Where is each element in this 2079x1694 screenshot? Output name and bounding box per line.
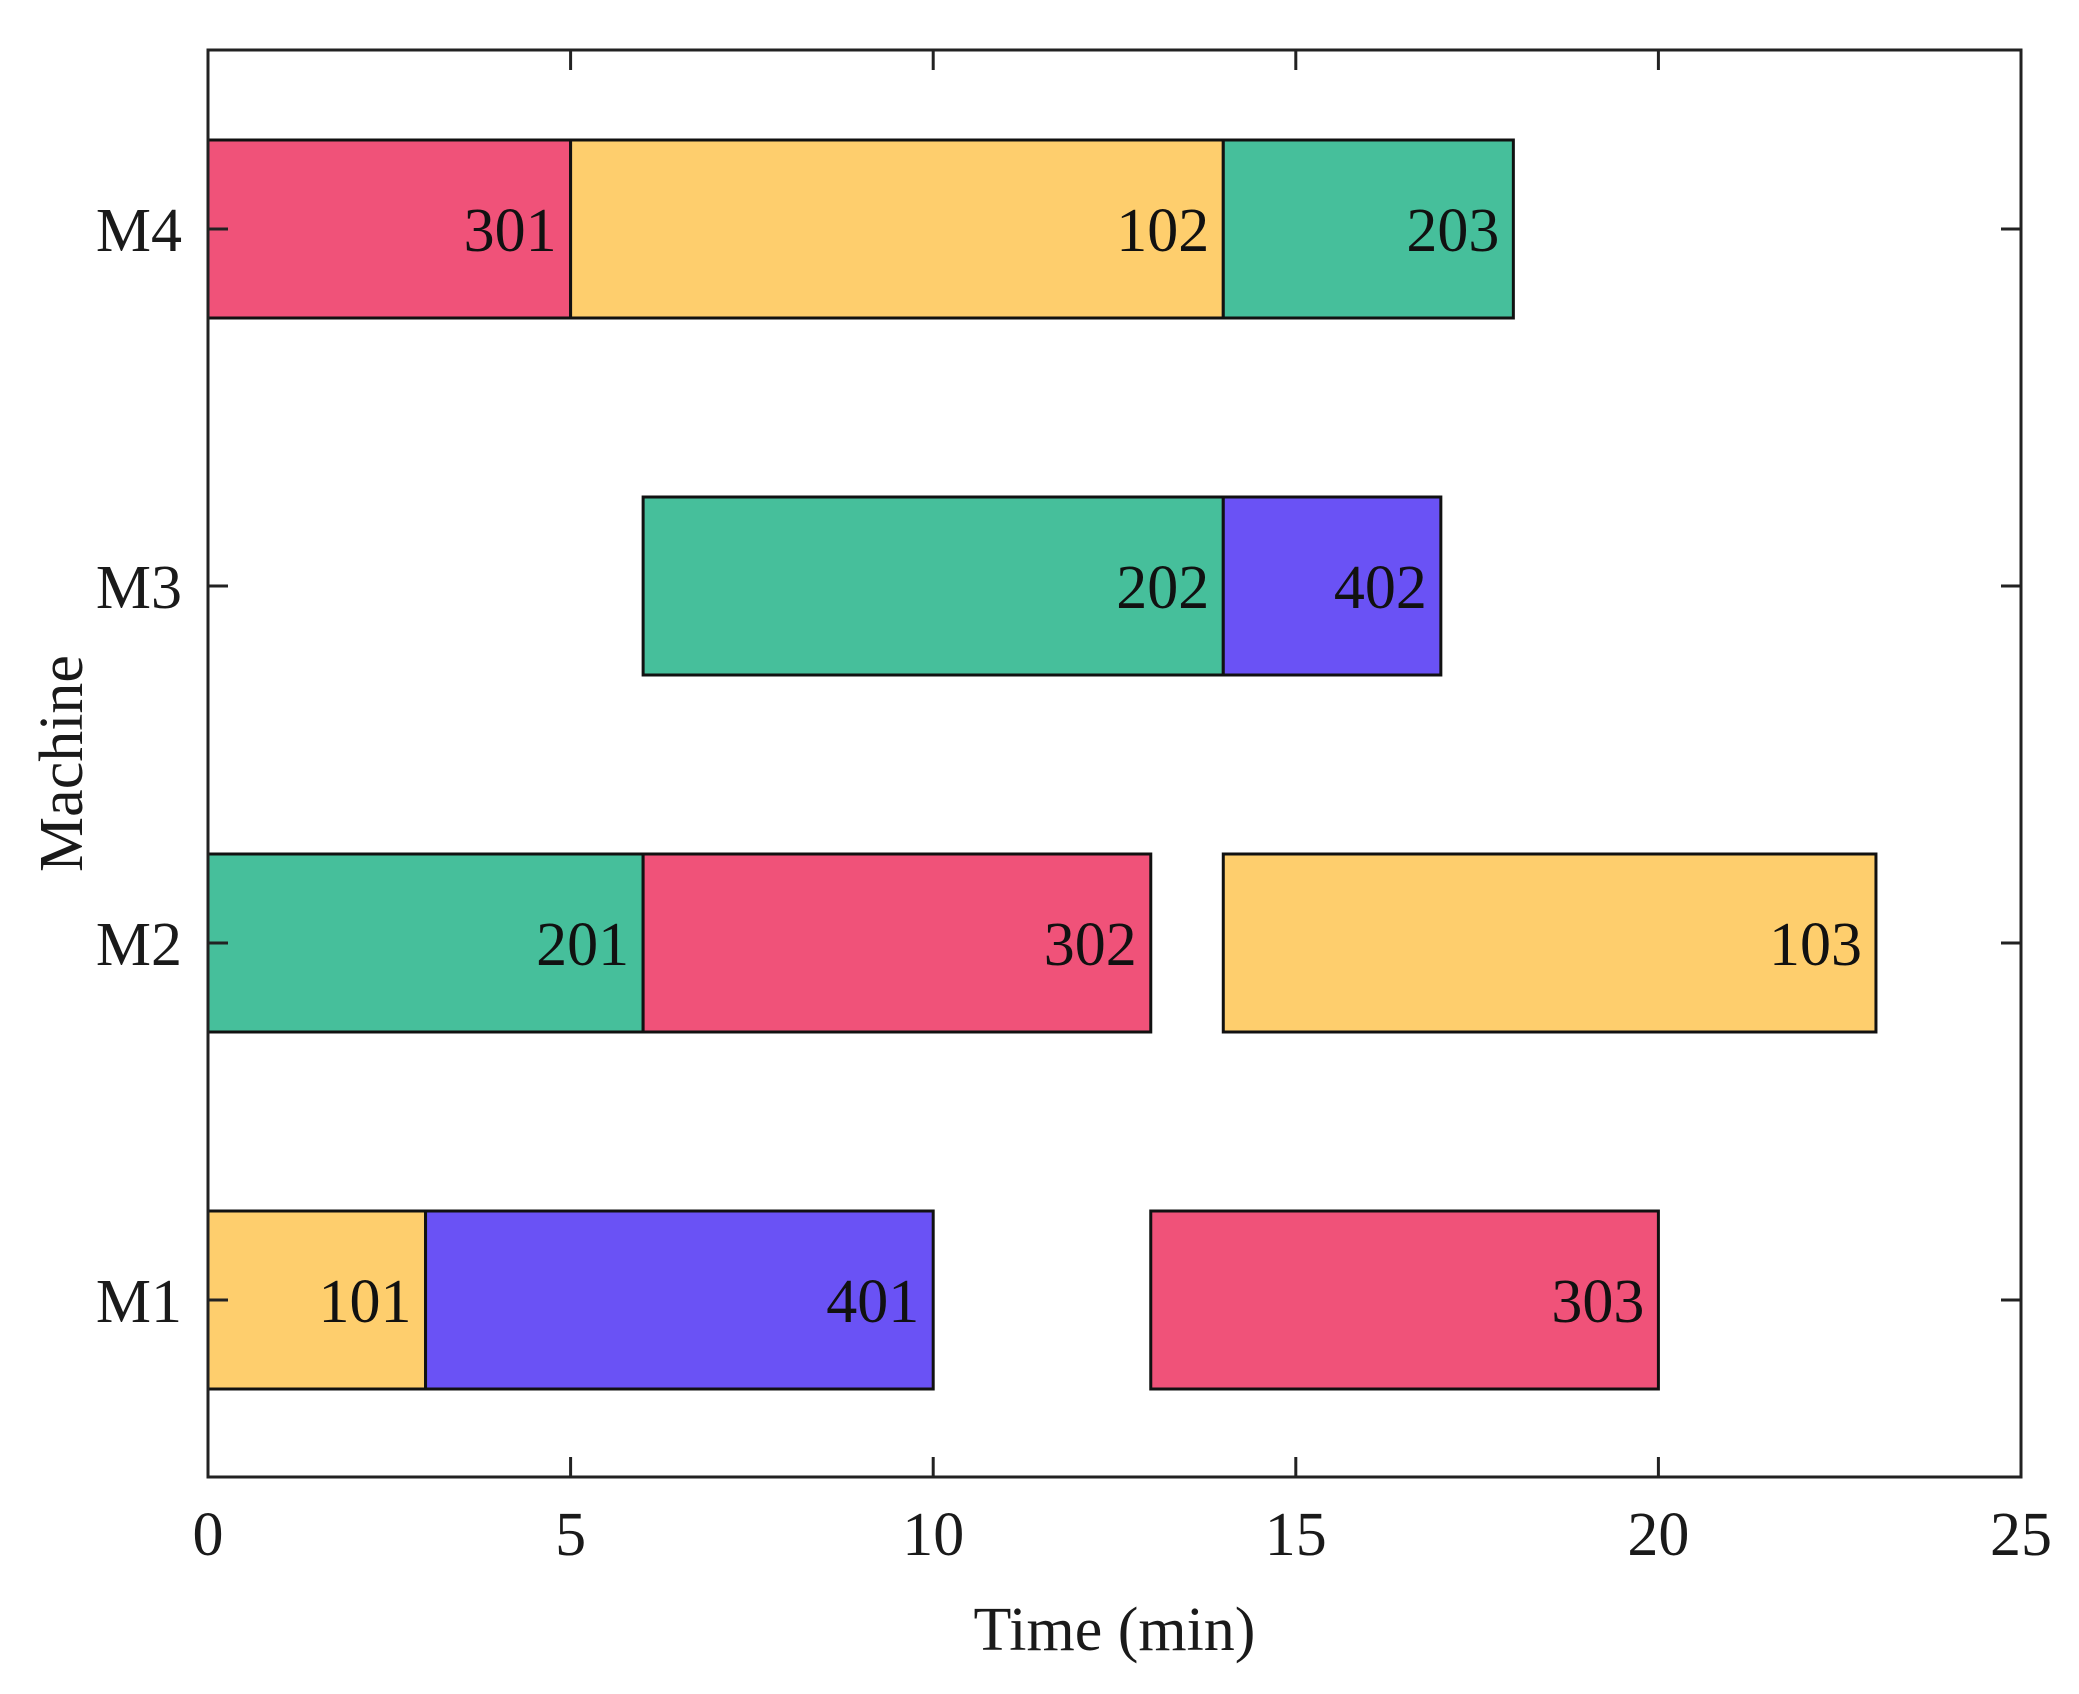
- x-tick-label: 15: [1265, 1501, 1327, 1569]
- task-bar: [206, 1209, 428, 1391]
- y-axis-label: Machine: [28, 655, 96, 872]
- bars-layer: 101 401 303 201 302 103 202 402 301 102 203: [206, 138, 1878, 1391]
- x-tick-label: 10: [902, 1501, 964, 1569]
- task-bar: [1221, 138, 1515, 320]
- task-label: 103: [1769, 911, 1862, 979]
- task-label: 102: [1116, 197, 1209, 265]
- task-bar: [641, 495, 1225, 677]
- task-bar: [569, 138, 1225, 320]
- task-bar: [424, 1209, 935, 1391]
- task-label: 202: [1116, 554, 1209, 622]
- task-bar: [1221, 852, 1878, 1034]
- task-label: 203: [1406, 197, 1499, 265]
- task-label: 303: [1551, 1268, 1644, 1336]
- task-label: 201: [536, 911, 629, 979]
- x-tick-label: 0: [193, 1501, 224, 1569]
- task-label: 402: [1334, 554, 1427, 622]
- task-label: 302: [1044, 911, 1137, 979]
- x-tick-label: 25: [1990, 1501, 2052, 1569]
- y-tick-label: M2: [96, 911, 182, 979]
- y-tick-label: M1: [96, 1268, 182, 1336]
- task-bar: [1221, 495, 1443, 677]
- task-bar: [1149, 1209, 1660, 1391]
- task-label: 401: [826, 1268, 919, 1336]
- y-tick-label: M4: [96, 197, 182, 265]
- plot-frame: [206, 48, 2023, 1479]
- task-bar: [641, 852, 1153, 1034]
- x-tick-label: 20: [1627, 1501, 1689, 1569]
- y-tick-label: M3: [96, 554, 182, 622]
- ticks-layer: 0 5 10 15 20 25 M1 M2 M3 M4: [96, 50, 2052, 1569]
- task-bar: [206, 852, 645, 1034]
- task-label: 101: [319, 1268, 412, 1336]
- task-label: 301: [464, 197, 557, 265]
- x-tick-label: 5: [555, 1501, 586, 1569]
- x-axis-label: Time (min): [974, 1596, 1256, 1664]
